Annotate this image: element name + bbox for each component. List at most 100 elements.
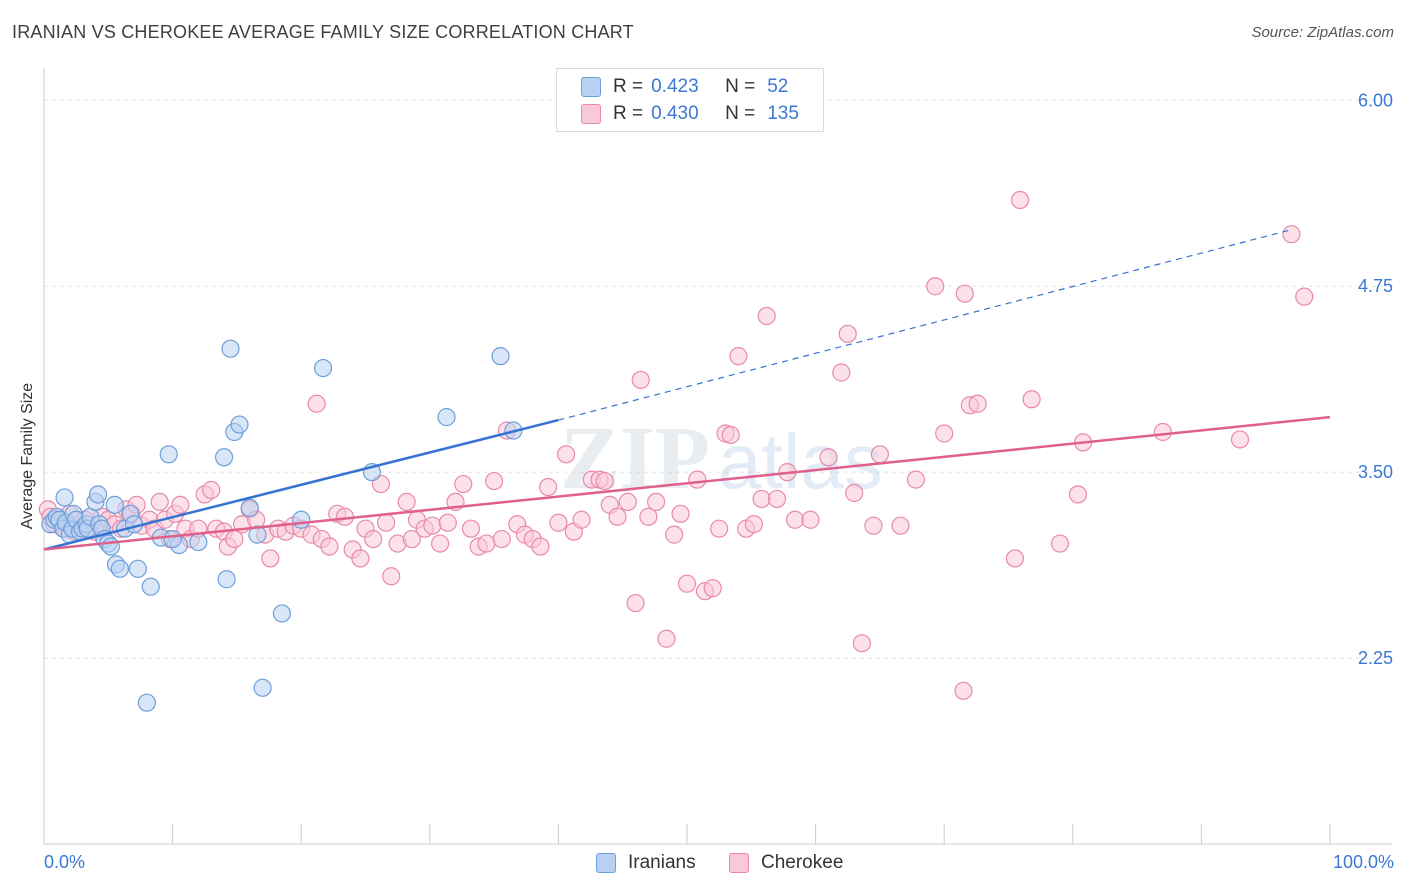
iranians-point xyxy=(292,510,311,529)
cherokee-point xyxy=(1068,485,1088,504)
iranians-point xyxy=(217,570,236,589)
cherokee-point xyxy=(665,525,684,544)
iranians-point xyxy=(313,358,333,378)
iranians-point xyxy=(240,498,259,517)
chart-source: Source: ZipAtlas.com xyxy=(1251,24,1394,41)
cherokee-point xyxy=(767,489,787,509)
cherokee-point xyxy=(677,574,697,593)
iranians-point xyxy=(137,693,156,712)
iranians-point xyxy=(221,339,240,358)
cherokee-point xyxy=(968,394,987,413)
cherokee-point xyxy=(852,634,871,653)
cherokee-point xyxy=(397,492,416,512)
cherokee-point xyxy=(838,324,857,343)
cherokee-point xyxy=(307,394,326,413)
cherokee-point xyxy=(757,306,776,326)
cherokee-point xyxy=(906,470,926,489)
cherokee-legend-label: Cherokee xyxy=(761,852,844,873)
cherokee-point xyxy=(926,277,945,296)
cherokee-point xyxy=(657,629,676,648)
legend-row-iranians: R = 0.423 N = 52 xyxy=(581,75,788,99)
cherokee-point xyxy=(608,507,627,526)
cherokee-point xyxy=(671,504,690,523)
cherokee-point xyxy=(752,489,771,509)
cherokee-point xyxy=(364,529,383,549)
x-tick-label-right: 100.0% xyxy=(1332,852,1394,872)
cherokee-point xyxy=(744,515,763,534)
cherokee-point xyxy=(539,477,558,497)
cherokee-swatch xyxy=(581,104,601,124)
cherokee-point xyxy=(492,529,511,549)
cherokee-point xyxy=(710,519,729,538)
cherokee-point xyxy=(870,445,890,464)
cherokee-legend-swatch xyxy=(729,853,749,873)
cherokee-point xyxy=(438,513,457,532)
iranians-trend-extension xyxy=(558,229,1292,421)
cherokee-trend-line xyxy=(43,415,1331,551)
iranians-swatch xyxy=(581,77,601,97)
y-tick-label: 2.25 xyxy=(1358,648,1393,668)
cherokee-point xyxy=(729,347,748,366)
cherokee-point xyxy=(461,519,481,538)
cherokee-point xyxy=(618,492,637,512)
iranians-point xyxy=(272,604,292,623)
cherokee-point xyxy=(1282,225,1301,244)
cherokee-point xyxy=(351,549,370,568)
legend-row-cherokee: R = 0.430 N = 135 xyxy=(581,102,799,126)
iranians-point xyxy=(101,537,120,556)
iranians-point xyxy=(163,529,182,549)
cherokee-point xyxy=(819,448,838,467)
iranians-legend-swatch xyxy=(596,853,616,873)
cherokee-point xyxy=(1153,422,1172,442)
cherokee-n-label: N = xyxy=(725,103,756,124)
cherokee-point xyxy=(402,529,421,549)
cherokee-point xyxy=(320,537,339,556)
cherokee-point xyxy=(485,471,504,491)
y-tick-label: 4.75 xyxy=(1358,276,1393,296)
cherokee-point xyxy=(626,593,645,613)
iranians-point xyxy=(189,532,208,552)
iranians-point xyxy=(105,495,124,514)
cherokee-point xyxy=(864,516,883,535)
cherokee-point xyxy=(454,474,473,494)
cherokee-point xyxy=(845,483,864,503)
cherokee-point xyxy=(202,480,221,500)
cherokee-point xyxy=(261,549,280,568)
cherokee-point xyxy=(721,425,740,445)
cherokee-point xyxy=(1295,287,1314,306)
iranians-legend-label: Iranians xyxy=(628,852,696,873)
cherokee-point xyxy=(935,424,954,443)
cherokee-point xyxy=(647,492,666,512)
legend-item-iranians[interactable]: Iranians xyxy=(596,852,696,874)
watermark-zip: ZIP xyxy=(560,409,710,508)
grid-layer xyxy=(44,99,1392,659)
iranians-point xyxy=(110,559,129,578)
iranians-point xyxy=(248,525,267,544)
cherokee-point xyxy=(557,445,576,464)
cherokee-point xyxy=(376,513,396,532)
cherokee-point xyxy=(1050,534,1070,553)
cherokee-point xyxy=(631,370,650,390)
cherokee-point xyxy=(1230,430,1250,449)
cherokee-n-value: 135 xyxy=(767,103,799,124)
cherokee-r-label: R = xyxy=(613,103,644,124)
iranians-point xyxy=(437,408,456,427)
y-tick-labels: 2.25 3.50 4.75 6.00 xyxy=(1358,90,1393,668)
cherokee-point xyxy=(150,492,169,512)
legend-item-cherokee[interactable]: Cherokee xyxy=(729,852,843,874)
stats-legend: R = 0.423 N = 52 R = 0.430 N = 135 xyxy=(556,68,824,132)
iranians-point xyxy=(214,448,234,467)
iranians-point xyxy=(159,445,178,464)
cherokee-point xyxy=(801,510,820,529)
cherokee-point xyxy=(891,516,910,535)
cherokee-point xyxy=(639,507,658,526)
cherokee-point xyxy=(423,516,442,535)
cherokee-point xyxy=(1022,390,1041,409)
cherokee-point xyxy=(703,579,722,598)
iranians-point xyxy=(253,678,272,697)
iranians-point xyxy=(88,485,108,504)
y-tick-label: 3.50 xyxy=(1358,462,1393,482)
iranians-n-value: 52 xyxy=(767,76,789,97)
cherokee-point xyxy=(549,513,568,532)
